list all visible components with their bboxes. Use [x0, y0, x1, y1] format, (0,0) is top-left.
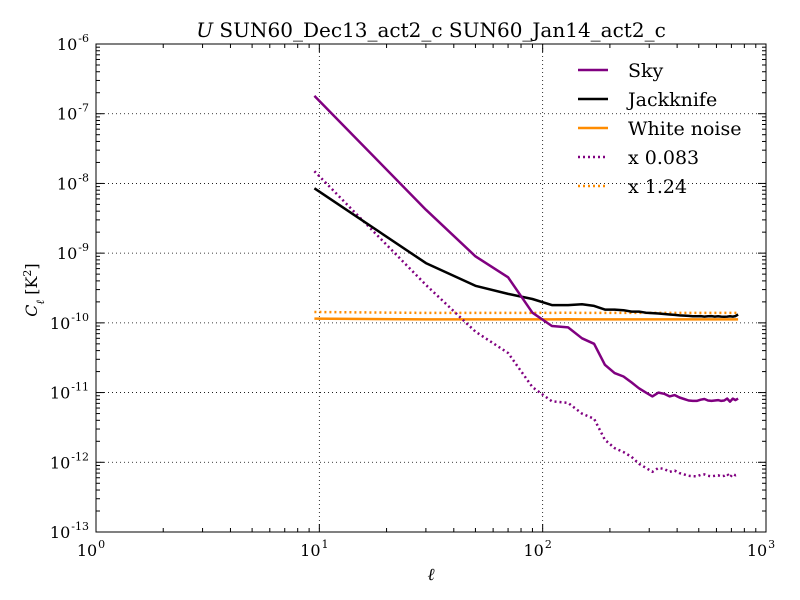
y-axis-label-main: C: [22, 304, 41, 316]
y-axis-label-unit-sup: 2: [21, 270, 34, 277]
legend-label-x-1-24: x 1.24: [628, 176, 687, 198]
y-tick-label-exponent: -13: [71, 520, 89, 533]
series-line-x-0-083: [313, 170, 739, 479]
series-line-jackknife: [313, 187, 739, 319]
y-tick-label-exponent: -6: [78, 32, 89, 45]
y-axis-label-unit-post: ]: [22, 263, 41, 269]
legend-label-white-noise: White noise: [628, 118, 742, 140]
legend: Sky Jackknife White noise x 0.083 x 1.24: [578, 60, 742, 198]
legend-label-jackknife: Jackknife: [626, 89, 717, 111]
y-tick-label-exponent: -9: [78, 241, 89, 254]
x-tick-label-exponent: 0: [98, 538, 105, 551]
series-line-x-1-24: [314, 310, 739, 315]
y-tick-label-exponent: -8: [78, 171, 89, 184]
y-axis-label: Cℓ [K2]: [21, 263, 47, 316]
y-tick-label-exponent: -11: [71, 381, 89, 394]
chart-title-italic: U: [196, 18, 214, 42]
series-line-white-noise: [314, 317, 739, 321]
x-tick-label-exponent: 2: [545, 538, 552, 551]
chart-title: U SUN60_Dec13_act2_c SUN60_Jan14_act2_c: [196, 18, 666, 42]
y-axis-label-sub: ℓ: [34, 299, 47, 304]
y-tick-label-exponent: -10: [71, 311, 89, 324]
plot-frame: [95, 43, 767, 533]
x-tick-label-exponent: 3: [768, 538, 775, 551]
grid-lines: [96, 44, 766, 532]
axis-tick-labels: 100 101 102 10310-1310-1210-1110-1010-910-8…: [50, 32, 775, 560]
series-layer: [313, 95, 739, 479]
svg-text:Cℓ [K2]: Cℓ [K2]: [21, 263, 47, 316]
y-axis-label-unit-pre: [K: [22, 276, 41, 300]
legend-label-x-0-083: x 0.083: [628, 147, 699, 169]
x-tick-label-exponent: 1: [322, 538, 329, 551]
legend-label-sky: Sky: [628, 60, 664, 82]
axis-ticks: [95, 43, 767, 533]
y-tick-label-exponent: -7: [78, 102, 89, 115]
chart-title-rest: SUN60_Dec13_act2_c SUN60_Jan14_act2_c: [213, 18, 666, 42]
series-line-sky: [313, 95, 739, 403]
y-tick-label-exponent: -12: [71, 450, 89, 463]
x-axis-label: ℓ: [427, 565, 434, 585]
